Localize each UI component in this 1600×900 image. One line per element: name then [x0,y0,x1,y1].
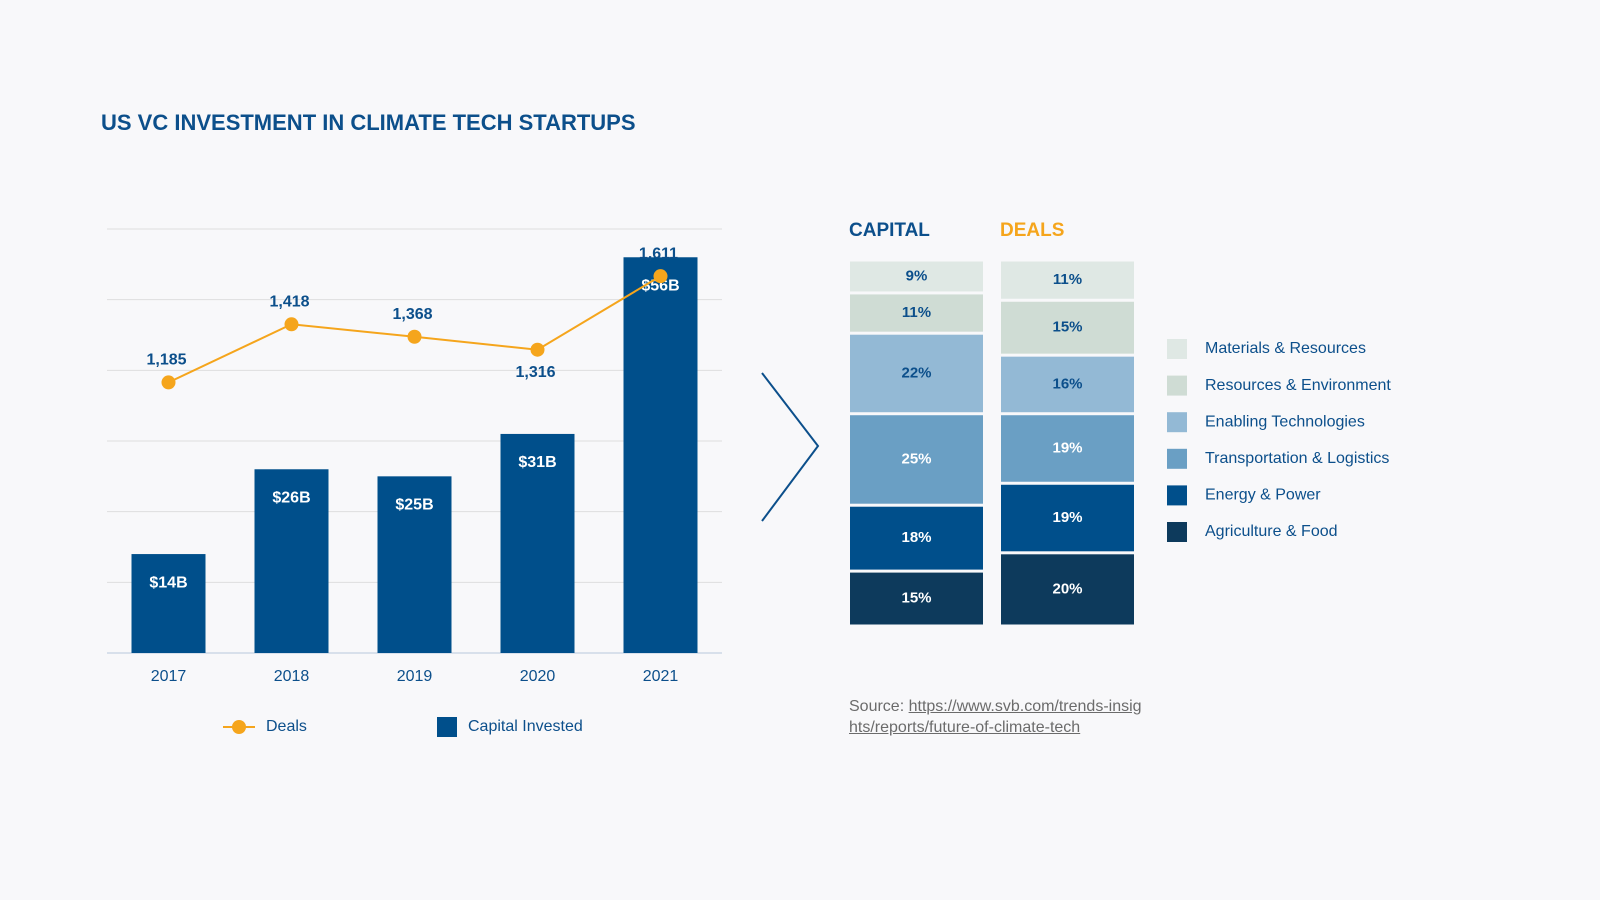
segment [850,261,983,292]
segment-label: 19% [1052,439,1082,456]
bar [254,469,329,653]
line [168,275,662,384]
segment [850,572,983,625]
x-tick-label: 2019 [397,668,433,685]
bar-label: $25B [395,497,433,514]
segment-label: 11% [1053,271,1082,288]
bar [377,476,452,653]
point [161,375,176,390]
segment [850,294,983,332]
legend-label: Energy & Power [1205,487,1321,504]
segment [850,415,983,504]
bar-label: $31B [518,454,556,471]
segment-label: 16% [1052,375,1082,392]
bar [131,554,206,653]
point [284,317,299,332]
segment-label: 15% [1052,319,1082,336]
source: Source: https://www.svb.com/trends-insig… [849,696,1149,738]
title: US VC INVESTMENT IN CLIMATE TECH STARTUP… [101,110,636,135]
category-label: CAPITAL [849,220,930,241]
legend-swatch [1167,448,1187,469]
legend-swatch [1167,339,1187,359]
point [653,269,668,284]
segment-label: 15% [901,590,931,607]
segment-label: 20% [1052,580,1082,597]
segment [1001,415,1134,482]
segment-label: 9% [906,267,928,284]
segment [850,506,983,570]
segment [850,334,983,413]
segment-label: 11% [902,304,931,321]
source-label: Source: [849,698,905,715]
legend-swatch [1167,375,1187,396]
legend-swatch [1167,485,1187,506]
legend-label: Agriculture & Food [1205,523,1338,540]
point-label: 1,316 [515,364,555,381]
legend-swatch [1167,412,1187,433]
x-tick-label: 2017 [151,668,187,685]
segment-label: 18% [901,529,931,546]
bar-label: $26B [272,489,310,506]
legend-label: Resources & Environment [1205,377,1391,394]
legend-label: Capital Invested [468,718,583,735]
legend-marker [232,720,246,734]
category-label: DEALS [1000,220,1064,241]
legend-label: Materials & Resources [1205,340,1366,357]
segment-label: 25% [901,450,931,467]
x-tick-label: 2018 [274,668,310,685]
segment [1001,356,1134,413]
point [530,342,545,357]
x-tick-label: 2020 [520,668,556,685]
point-label: 1,368 [392,306,432,323]
legend-label: Transportation & Logistics [1205,450,1389,467]
point-label: 1,611 [639,245,678,262]
chevron [761,372,820,522]
point-label: 1,418 [269,293,309,310]
segment [1001,261,1134,299]
bar-label: $14B [149,574,187,591]
x-tick-label: 2021 [643,668,679,685]
bar [623,257,698,653]
point-label: 1,185 [146,352,186,369]
segment-label: 22% [901,364,931,381]
legend-label: Enabling Technologies [1205,413,1365,430]
legend-swatch [1167,522,1187,542]
bar [500,433,575,653]
source-link[interactable]: https://www.svb.com/trends-insights/repo… [849,698,1142,736]
segment [1001,484,1134,552]
segment-label: 19% [1052,509,1082,526]
legend-label: Deals [266,718,307,735]
point [407,329,422,344]
segment [1001,301,1134,354]
segment [1001,554,1134,625]
legend-swatch [437,717,457,737]
